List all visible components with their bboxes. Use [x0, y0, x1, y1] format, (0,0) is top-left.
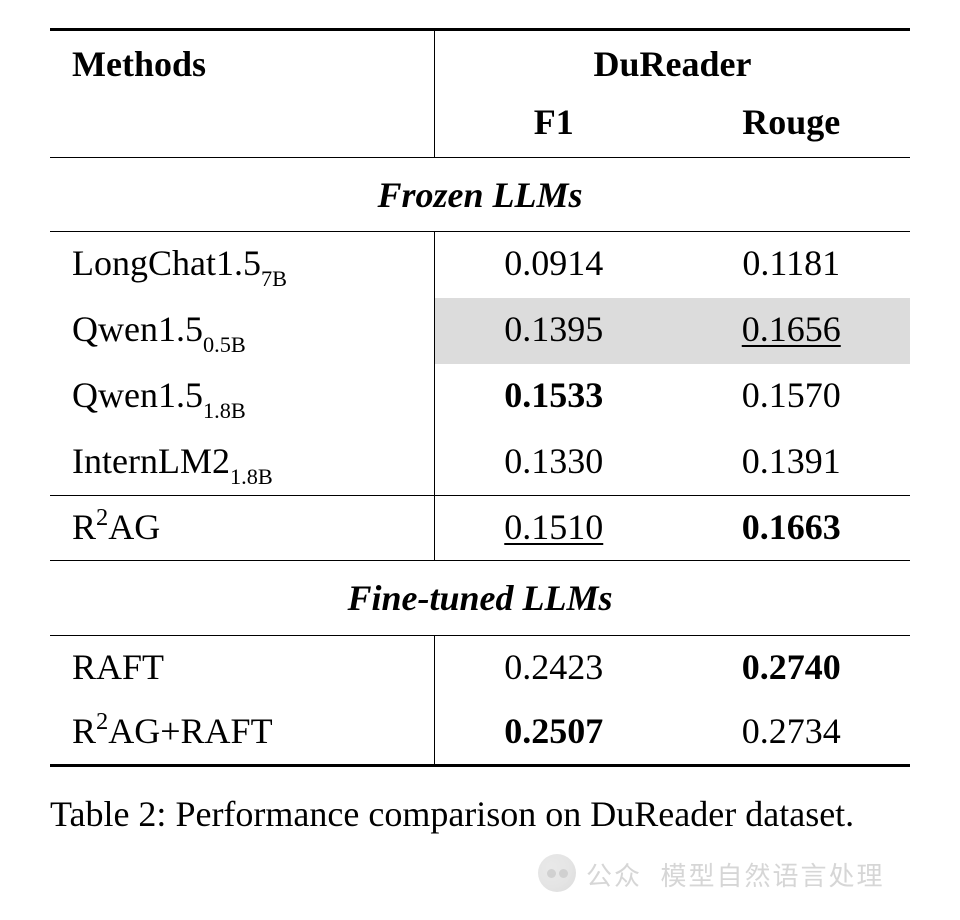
r2ag-sup: 2 [96, 504, 108, 531]
cell-longchat-name: LongChat1.57B [50, 232, 435, 298]
page: { "table": { "header": { "methods": "Met… [0, 0, 960, 920]
qwen18-sub: 1.8B [203, 398, 246, 423]
table-caption: Table 2: Performance comparison on DuRea… [50, 793, 910, 835]
results-table: Methods DuReader F1 Rouge Frozen LLMs Lo… [50, 28, 910, 767]
header-methods: Methods [50, 30, 435, 158]
cell-internlm-rouge: 0.1391 [673, 430, 911, 496]
longchat-main: LongChat1.5 [72, 243, 261, 283]
cell-longchat-rouge: 0.1181 [673, 232, 911, 298]
section-frozen: Frozen LLMs [50, 157, 910, 232]
r2agraft-post: AG+RAFT [108, 711, 272, 751]
section-frozen-label: Frozen LLMs [50, 157, 910, 232]
cell-qwen18-name: Qwen1.51.8B [50, 364, 435, 430]
header-row-1: Methods DuReader [50, 30, 910, 95]
cell-longchat-f1: 0.0914 [435, 232, 673, 298]
results-table-container: Methods DuReader F1 Rouge Frozen LLMs Lo… [50, 28, 910, 835]
cell-r2ag-rouge: 0.1663 [673, 496, 911, 561]
cell-raft-name: RAFT [50, 636, 435, 700]
header-f1: F1 [435, 95, 673, 157]
r2agraft-pre: R [72, 711, 96, 751]
cell-r2ag-raft-f1: 0.2507 [435, 700, 673, 765]
internlm-main: InternLM2 [72, 441, 230, 481]
qwen05-main: Qwen1.5 [72, 309, 203, 349]
cell-qwen18-f1: 0.1533 [435, 364, 673, 430]
r2ag-pre: R [72, 507, 96, 547]
cell-qwen05-rouge: 0.1656 [673, 298, 911, 364]
row-internlm: InternLM21.8B 0.1330 0.1391 [50, 430, 910, 496]
section-finetuned-label: Fine-tuned LLMs [50, 561, 910, 636]
qwen05-rouge-val: 0.1656 [742, 309, 841, 349]
header-dataset: DuReader [435, 30, 910, 95]
row-longchat: LongChat1.57B 0.0914 0.1181 [50, 232, 910, 298]
cell-r2ag-f1: 0.1510 [435, 496, 673, 561]
cell-qwen05-f1: 0.1395 [435, 298, 673, 364]
row-qwen05: Qwen1.50.5B 0.1395 0.1656 [50, 298, 910, 364]
watermark-icon [538, 854, 576, 892]
cell-r2ag-raft-name: R2AG+RAFT [50, 700, 435, 765]
cell-internlm-f1: 0.1330 [435, 430, 673, 496]
cell-internlm-name: InternLM21.8B [50, 430, 435, 496]
cell-r2ag-raft-rouge: 0.2734 [673, 700, 911, 765]
row-raft: RAFT 0.2423 0.2740 [50, 636, 910, 700]
header-rouge: Rouge [673, 95, 911, 157]
row-qwen18: Qwen1.51.8B 0.1533 0.1570 [50, 364, 910, 430]
r2ag-f1-val: 0.1510 [504, 507, 603, 547]
row-r2ag-raft: R2AG+RAFT 0.2507 0.2734 [50, 700, 910, 765]
qwen18-main: Qwen1.5 [72, 375, 203, 415]
internlm-sub: 1.8B [230, 464, 273, 489]
watermark-main: 模型自然语言处理 [660, 861, 884, 891]
cell-qwen05-name: Qwen1.50.5B [50, 298, 435, 364]
qwen05-sub: 0.5B [203, 332, 246, 357]
cell-qwen18-rouge: 0.1570 [673, 364, 911, 430]
cell-raft-f1: 0.2423 [435, 636, 673, 700]
r2ag-post: AG [108, 507, 160, 547]
cell-r2ag-name: R2AG [50, 496, 435, 561]
row-r2ag: R2AG 0.1510 0.1663 [50, 496, 910, 561]
section-finetuned: Fine-tuned LLMs [50, 561, 910, 636]
longchat-sub: 7B [261, 266, 287, 291]
watermark-prefix: 公众 [586, 861, 642, 891]
watermark-text: 公众 模型自然语言处理 [586, 856, 884, 893]
r2agraft-sup: 2 [96, 708, 108, 735]
cell-raft-rouge: 0.2740 [673, 636, 911, 700]
